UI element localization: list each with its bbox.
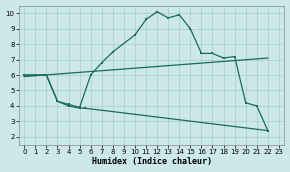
X-axis label: Humidex (Indice chaleur): Humidex (Indice chaleur)	[92, 157, 212, 166]
